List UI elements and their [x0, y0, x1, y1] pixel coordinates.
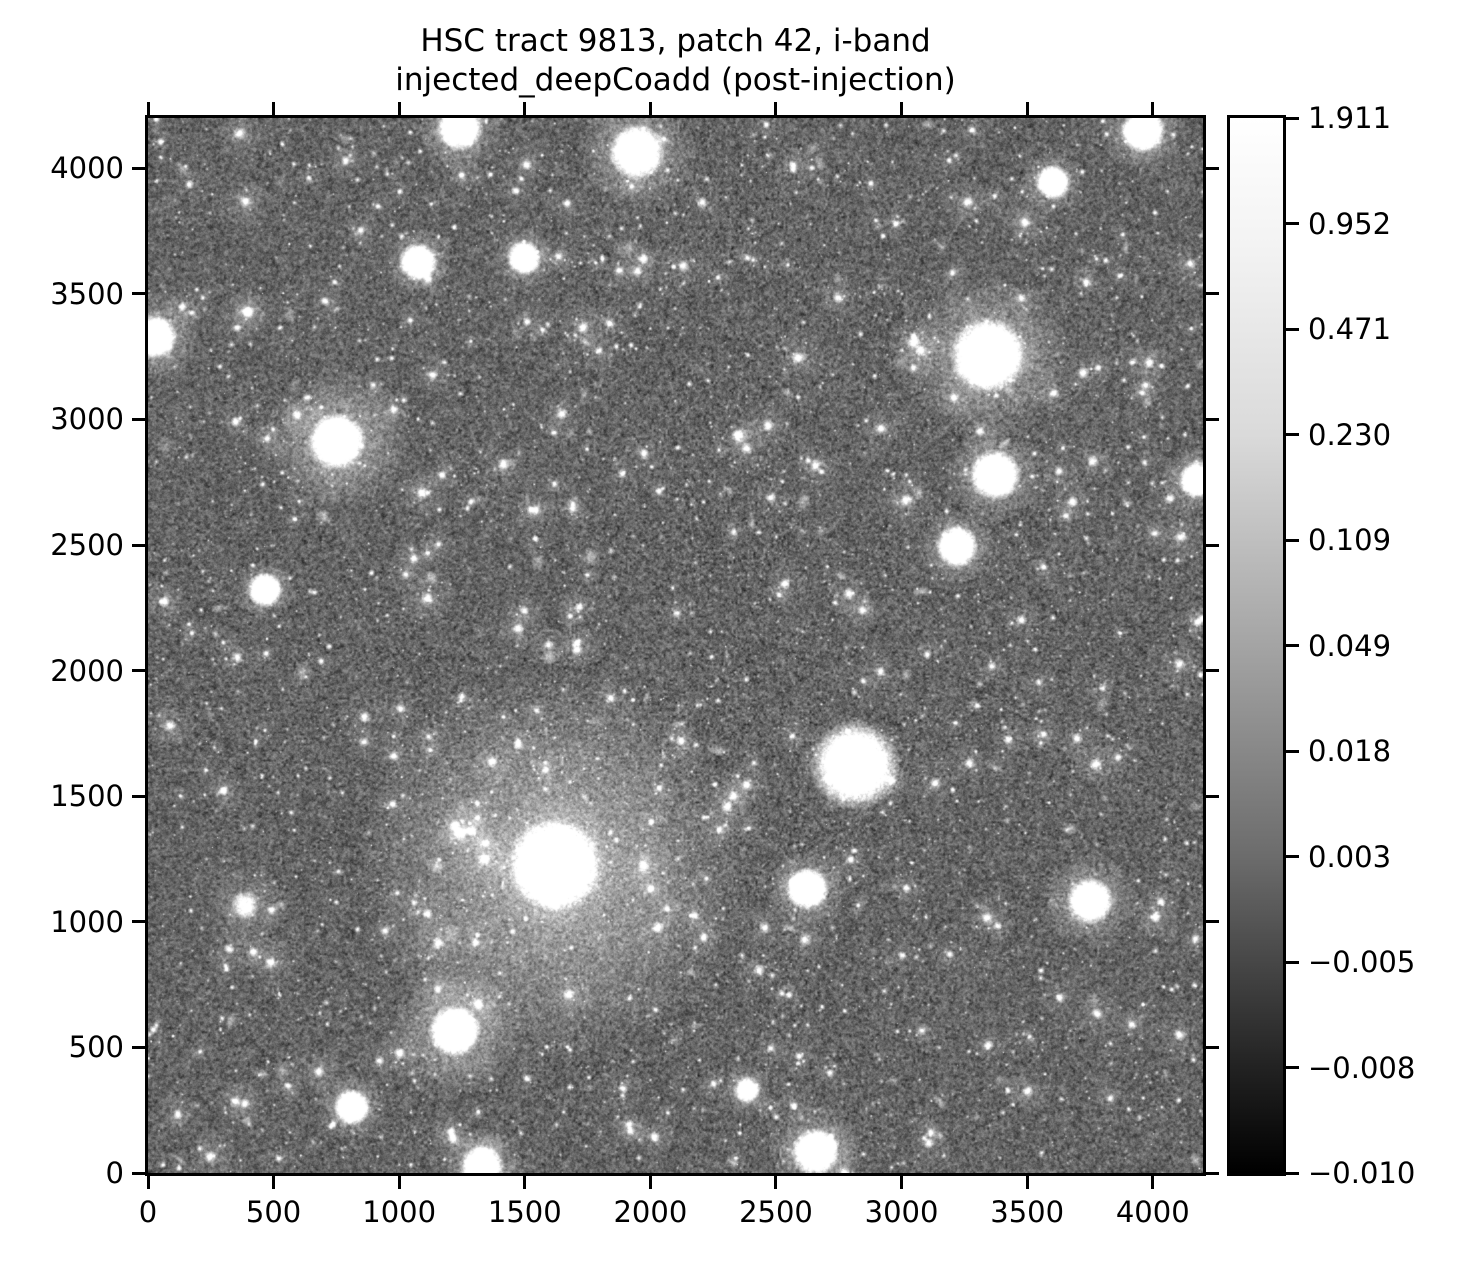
x-tick-label: 1500 [487, 1195, 562, 1229]
x-tick-label: 0 [138, 1195, 158, 1229]
y-tick-mark [132, 669, 145, 673]
y-tick-label: 2500 [50, 528, 124, 563]
x-tick-mark [900, 1176, 904, 1189]
y-tick-mark-right [1206, 166, 1219, 170]
colorbar-tick-label: 0.049 [1308, 628, 1392, 663]
y-tick-mark-right [1206, 1045, 1219, 1049]
x-tick-mark [774, 1176, 778, 1189]
y-tick-mark [132, 1045, 145, 1049]
x-tick-mark [146, 1176, 150, 1189]
x-tick-mark-top [900, 102, 904, 115]
x-tick-mark [272, 1176, 276, 1189]
colorbar-tick-mark [1286, 538, 1299, 542]
plot-area [145, 115, 1206, 1176]
colorbar-tick-label: 0.109 [1308, 523, 1392, 557]
colorbar-tick-label: 0.018 [1308, 734, 1392, 768]
x-tick-mark-top [523, 102, 527, 115]
y-tick-mark-right [1206, 794, 1219, 798]
y-tick-mark [132, 166, 145, 170]
colorbar-tick-label: 1.911 [1308, 101, 1392, 135]
y-tick-mark-right [1206, 543, 1219, 547]
sky-image-canvas [148, 118, 1203, 1173]
colorbar-tick-label: 0.952 [1308, 206, 1392, 241]
colorbar-tick-label: −0.008 [1308, 1050, 1416, 1085]
x-tick-label: 1000 [362, 1195, 437, 1229]
x-tick-label: 500 [245, 1195, 302, 1229]
colorbar-tick-label: 0.471 [1308, 312, 1392, 346]
y-tick-mark-right [1206, 417, 1219, 421]
y-tick-mark [132, 794, 145, 798]
y-tick-label: 0 [105, 1156, 124, 1190]
x-tick-mark [1025, 1176, 1029, 1189]
y-tick-mark-right [1206, 1171, 1219, 1175]
y-tick-label: 3500 [50, 276, 124, 311]
y-tick-label: 500 [68, 1030, 124, 1065]
x-tick-label: 3500 [990, 1195, 1065, 1229]
y-tick-label: 1000 [50, 904, 124, 939]
x-tick-label: 4000 [1115, 1195, 1190, 1229]
colorbar-tick-mark [1286, 960, 1299, 964]
y-tick-mark-right [1206, 920, 1219, 924]
y-tick-label: 4000 [50, 151, 124, 186]
colorbar-tick-label: −0.005 [1308, 945, 1416, 979]
x-tick-mark [648, 1176, 652, 1189]
plot-title-line1: HSC tract 9813, patch 42, i-band [420, 23, 931, 59]
colorbar-tick-mark [1286, 749, 1299, 753]
y-tick-label: 3000 [50, 402, 124, 437]
colorbar-tick-mark [1286, 222, 1299, 225]
x-tick-mark-top [146, 102, 150, 115]
colorbar-tick-label: 0.230 [1308, 417, 1392, 452]
y-tick-mark-right [1206, 669, 1219, 673]
colorbar-tick-label: 0.003 [1308, 839, 1392, 874]
colorbar-tick-label: −0.010 [1308, 1156, 1416, 1190]
colorbar-tick-mark [1286, 116, 1299, 120]
x-tick-mark [397, 1176, 401, 1189]
colorbar [1227, 115, 1286, 1176]
colorbar-tick-mark [1286, 855, 1299, 858]
y-tick-mark-right [1206, 292, 1219, 296]
plot-title: HSC tract 9813, patch 42, i-band injecte… [148, 22, 1203, 100]
y-tick-label: 2000 [50, 653, 124, 688]
x-tick-mark-top [1151, 102, 1155, 115]
x-tick-mark-top [774, 102, 778, 115]
colorbar-tick-mark [1286, 1171, 1299, 1175]
colorbar-tick-mark [1286, 433, 1299, 436]
colorbar-tick-mark [1286, 327, 1299, 331]
x-tick-label: 2500 [739, 1195, 813, 1229]
colorbar-tick-mark [1286, 644, 1299, 647]
y-tick-mark [132, 417, 145, 421]
y-tick-label: 1500 [50, 779, 124, 814]
x-tick-mark [523, 1176, 527, 1189]
plot-title-line2: injected_deepCoadd (post-injection) [395, 62, 956, 98]
x-tick-label: 3000 [864, 1195, 939, 1229]
y-tick-mark [132, 292, 145, 296]
colorbar-tick-mark [1286, 1066, 1299, 1069]
x-tick-mark-top [397, 102, 401, 115]
y-tick-mark [132, 920, 145, 924]
x-tick-label: 2000 [613, 1195, 688, 1229]
x-tick-mark-top [648, 102, 652, 115]
x-tick-mark [1151, 1176, 1155, 1189]
y-tick-mark [132, 543, 145, 547]
y-tick-mark [132, 1171, 145, 1175]
x-tick-mark-top [272, 102, 276, 115]
x-tick-mark-top [1025, 102, 1029, 115]
